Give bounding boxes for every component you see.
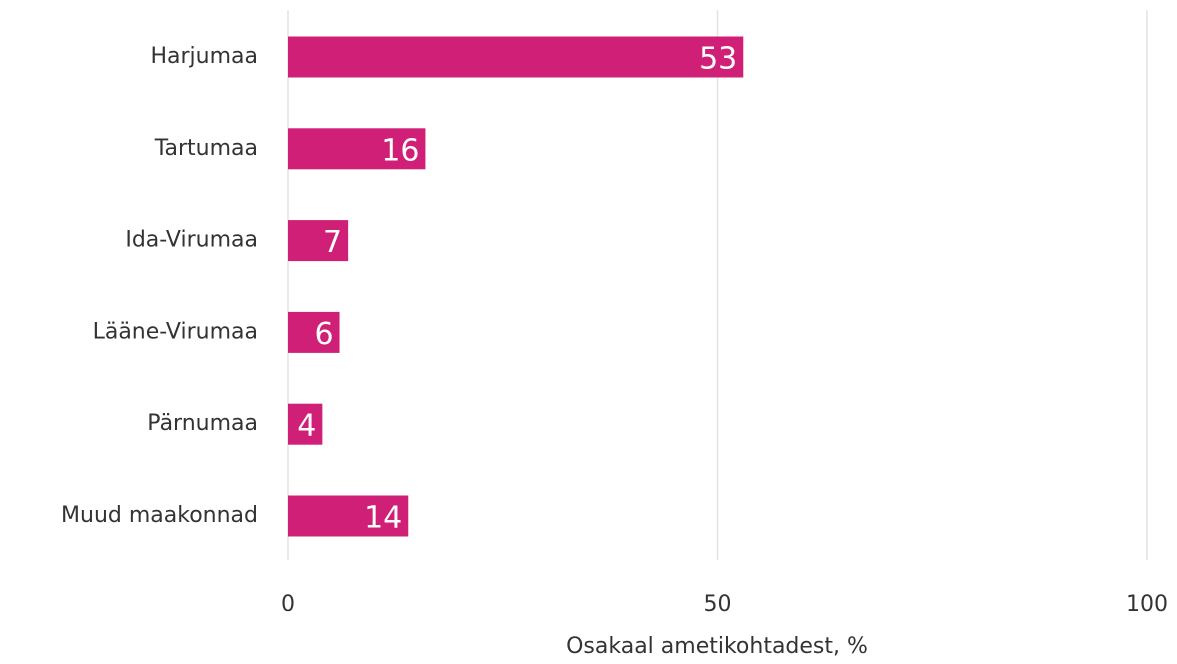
value-label: 6 <box>314 317 333 352</box>
value-label: 16 <box>381 133 419 168</box>
y-tick-label: Pärnumaa <box>147 411 258 436</box>
bar <box>288 403 323 445</box>
y-tick-label: Tartumaa <box>154 136 258 161</box>
x-tick-label: 50 <box>704 592 732 617</box>
bar <box>288 495 409 537</box>
value-label: 4 <box>297 409 316 444</box>
x-tick-label: 100 <box>1126 592 1168 617</box>
value-label: 7 <box>323 225 342 260</box>
bar <box>288 128 426 170</box>
bar <box>288 311 340 353</box>
x-tick-label: 0 <box>281 592 295 617</box>
x-axis-label: Osakaal ametikohtadest, % <box>566 634 868 659</box>
y-tick-label: Lääne-Virumaa <box>93 319 258 344</box>
bar <box>288 36 744 78</box>
y-tick-label: Ida-Virumaa <box>125 228 258 253</box>
y-tick-label: Muud maakonnad <box>61 503 258 528</box>
value-label: 53 <box>699 42 737 77</box>
bar <box>288 220 349 262</box>
y-tick-label: Harjumaa <box>150 44 258 69</box>
value-label: 14 <box>364 501 402 536</box>
